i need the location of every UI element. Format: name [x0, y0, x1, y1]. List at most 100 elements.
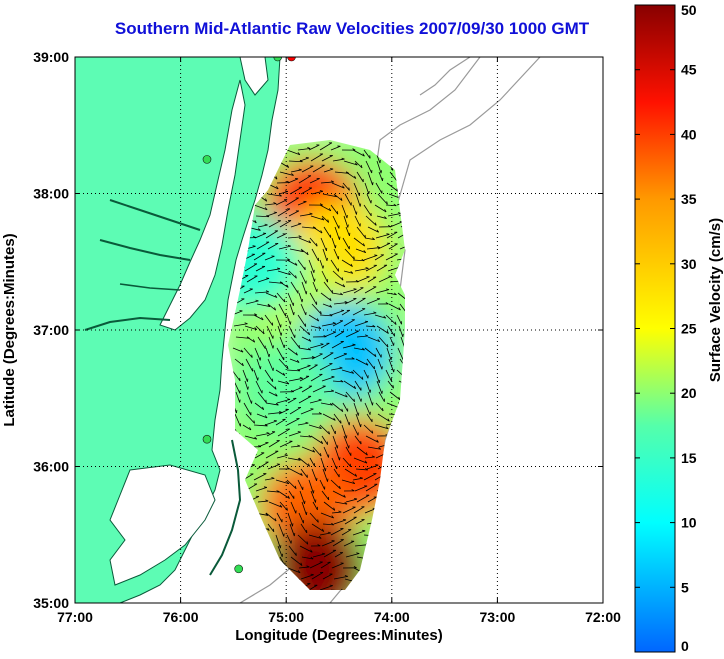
velocity-arrow	[354, 160, 363, 169]
velocity-arrow	[297, 422, 309, 426]
velocity-arrow-head	[374, 222, 377, 226]
velocity-arrow-head	[310, 573, 314, 576]
velocity-arrow	[297, 534, 309, 545]
velocity-arrow-head	[383, 315, 387, 319]
velocity-arrow-head	[247, 386, 249, 390]
velocity-arrow	[298, 457, 310, 467]
velocity-arrow	[267, 303, 276, 311]
velocity-arrow	[297, 201, 307, 206]
velocity-arrow	[264, 369, 274, 382]
velocity-arrow	[319, 142, 333, 151]
velocity-arrow	[243, 347, 253, 358]
velocity-arrow-head	[287, 398, 291, 400]
colorbar	[634, 4, 676, 653]
velocity-arrow	[342, 344, 356, 349]
station-marker	[273, 57, 283, 62]
velocity-arrow	[352, 369, 364, 380]
velocity-arrow-head	[261, 317, 264, 321]
velocity-arrow	[343, 160, 358, 166]
velocity-arrow-head	[354, 497, 358, 500]
velocity-arrow-head	[275, 393, 278, 397]
velocity-arrow	[323, 501, 336, 511]
delaware-bay	[239, 57, 269, 96]
velocity-arrow-head	[262, 330, 265, 335]
velocity-arrow	[321, 376, 335, 382]
velocity-arrow	[341, 369, 354, 374]
velocity-arrow	[298, 237, 311, 244]
velocity-arrow	[289, 248, 304, 253]
velocity-arrow-head	[353, 385, 357, 389]
velocity-arrow-head	[327, 219, 330, 223]
velocity-arrow	[256, 461, 269, 470]
velocity-arrow	[253, 424, 268, 427]
velocity-arrow-head	[279, 545, 282, 549]
chesapeake-bay	[159, 79, 246, 331]
velocity-arrow	[277, 270, 291, 276]
velocity-arrow	[287, 347, 298, 356]
velocity-arrow	[245, 358, 254, 372]
velocity-arrow	[264, 420, 277, 426]
velocity-arrow	[311, 572, 324, 580]
velocity-arrow	[345, 498, 358, 503]
velocity-arrow-head	[306, 251, 309, 256]
velocity-arrow	[244, 263, 258, 272]
velocity-arrow	[277, 325, 282, 336]
velocity-arrow	[246, 275, 258, 283]
velocity-arrow-head	[398, 396, 401, 400]
velocity-arrow-head	[273, 202, 277, 205]
velocity-arrow	[355, 468, 368, 471]
velocity-arrow	[385, 204, 397, 207]
velocity-arrow	[277, 545, 283, 557]
velocity-arrow-head	[287, 495, 290, 499]
velocity-arrow	[352, 149, 365, 157]
velocity-arrow	[332, 380, 344, 383]
velocity-arrow	[233, 323, 248, 327]
velocity-arrow	[297, 148, 311, 151]
velocity-arrow	[310, 490, 316, 503]
velocity-arrow	[320, 512, 334, 519]
velocity-arrow-head	[278, 410, 283, 413]
velocity-arrow	[278, 523, 285, 537]
velocity-arrow	[267, 463, 280, 470]
velocity-arrow-head	[265, 513, 269, 516]
velocity-arrow	[286, 369, 300, 372]
velocity-arrow-head	[386, 201, 388, 205]
velocity-arrow-head	[330, 168, 334, 170]
velocity-arrow	[331, 182, 345, 189]
velocity-arrow-head	[286, 381, 290, 385]
velocity-arrow	[286, 418, 300, 426]
velocity-arrow	[364, 508, 376, 514]
velocity-arrow	[266, 380, 277, 390]
velocity-arrow	[254, 347, 261, 361]
velocity-arrow	[322, 413, 336, 421]
velocity-arrow	[333, 468, 340, 478]
velocity-arrow	[279, 171, 294, 176]
velocity-arrow-head	[330, 389, 335, 392]
velocity-arrow-head	[252, 339, 256, 343]
velocity-arrow-head	[294, 485, 297, 489]
velocity-arrow-head	[278, 193, 282, 197]
velocity-arrow	[367, 276, 377, 283]
velocity-arrow	[365, 325, 376, 328]
velocity-arrow-head	[333, 507, 336, 511]
velocity-arrow	[257, 336, 266, 349]
velocity-arrow	[343, 319, 355, 327]
velocity-arrow-head	[365, 467, 368, 471]
velocity-arrow	[319, 532, 331, 536]
velocity-arrow	[397, 347, 404, 361]
velocity-arrow-head	[320, 453, 322, 457]
velocity-arrow	[387, 325, 395, 337]
velocity-arrow	[321, 270, 328, 283]
velocity-arrow	[322, 303, 332, 308]
velocity-arrow	[320, 292, 332, 302]
velocity-arrow	[332, 539, 344, 547]
velocity-arrow	[310, 435, 323, 444]
velocity-arrow	[244, 325, 257, 330]
velocity-arrow	[245, 300, 259, 305]
velocity-arrow	[300, 523, 308, 534]
velocity-arrow	[344, 193, 352, 206]
velocity-arrow	[330, 204, 339, 215]
velocity-arrow	[323, 281, 333, 294]
velocity-arrow	[266, 212, 277, 217]
velocity-arrow	[264, 255, 275, 261]
